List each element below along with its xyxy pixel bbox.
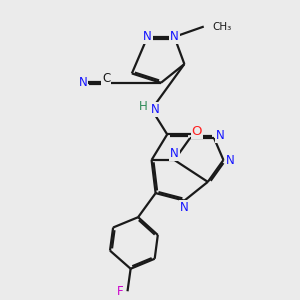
Text: N: N [226, 154, 235, 166]
Text: N: N [151, 103, 160, 116]
Text: N: N [170, 30, 179, 44]
Text: H: H [138, 100, 147, 113]
Text: N: N [216, 129, 225, 142]
Text: N: N [143, 30, 152, 44]
Text: N: N [180, 201, 189, 214]
Text: C: C [102, 72, 110, 85]
Text: N: N [79, 76, 88, 89]
Text: O: O [192, 125, 202, 138]
Text: CH₃: CH₃ [212, 22, 232, 32]
Text: N: N [170, 147, 179, 160]
Text: F: F [116, 285, 123, 298]
